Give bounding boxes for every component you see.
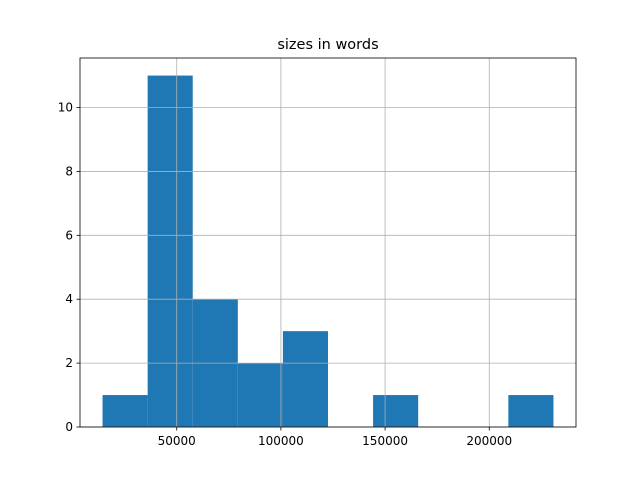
bar xyxy=(102,395,148,427)
y-tick-label: 10 xyxy=(58,101,73,115)
y-tick-label: 8 xyxy=(65,164,73,178)
x-tick-label: 50000 xyxy=(158,434,196,448)
chart-title: sizes in words xyxy=(277,37,378,53)
bar xyxy=(373,395,419,427)
y-tick-label: 0 xyxy=(65,420,73,434)
x-tick-label: 100000 xyxy=(258,434,304,448)
plot-frame xyxy=(79,57,577,428)
bar xyxy=(508,395,554,427)
y-tick-label: 6 xyxy=(65,228,73,242)
bar xyxy=(282,331,328,427)
bar xyxy=(147,75,193,428)
y-tick-label: 2 xyxy=(65,356,73,370)
y-tick-label: 4 xyxy=(65,292,73,306)
x-tick-label: 150000 xyxy=(362,434,408,448)
x-tick-label: 200000 xyxy=(466,434,512,448)
bar xyxy=(237,363,283,427)
